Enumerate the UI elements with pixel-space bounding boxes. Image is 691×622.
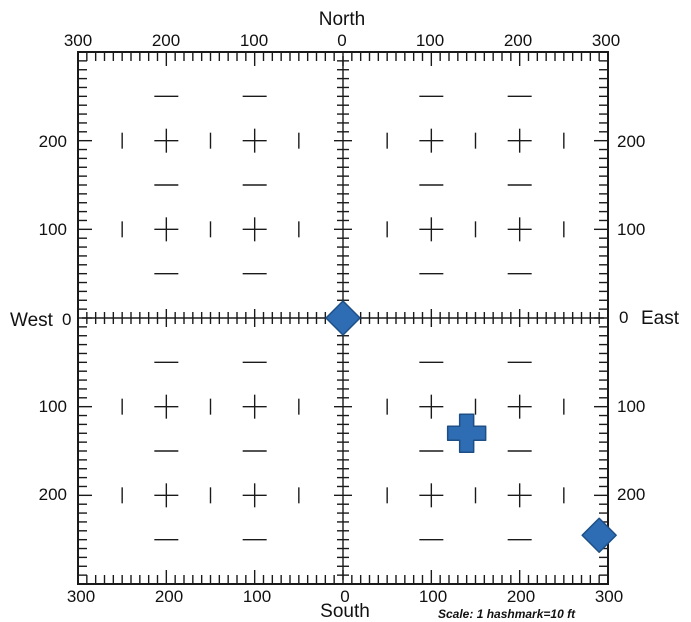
- top-tick-label: 300: [63, 31, 93, 50]
- right-tick-label: 100: [617, 220, 646, 239]
- top-tick-label: 200: [503, 31, 533, 50]
- west-label: West: [10, 310, 53, 331]
- diamond-marker: [325, 300, 361, 336]
- top-tick-label: 100: [239, 31, 269, 50]
- north-label: North: [318, 9, 366, 30]
- top-tick-label: 0: [337, 31, 347, 50]
- left-tick-label: 200: [38, 485, 67, 504]
- right-tick-label: 0: [619, 308, 629, 327]
- right-tick-label: 200: [617, 132, 646, 151]
- top-tick-label: 300: [591, 31, 621, 50]
- right-tick-label: 200: [617, 485, 646, 504]
- bottom-tick-label: 0: [340, 587, 350, 606]
- bottom-tick-label: 100: [242, 587, 272, 606]
- left-tick-label: 200: [38, 132, 67, 151]
- bottom-tick-label: 200: [154, 587, 184, 606]
- east-label: East: [641, 308, 680, 329]
- bottom-tick-label: 200: [506, 587, 536, 606]
- left-tick-label: 100: [38, 220, 67, 239]
- left-tick-label: 100: [38, 397, 67, 416]
- scale-note: Scale: 1 hashmark=10 ft: [438, 607, 576, 621]
- top-tick-label: 200: [151, 31, 181, 50]
- left-tick-label: 0: [62, 310, 72, 329]
- south-label: South: [320, 601, 370, 622]
- diamond-marker: [581, 517, 617, 553]
- top-tick-label: 100: [415, 31, 445, 50]
- bottom-tick-label: 100: [418, 587, 448, 606]
- cross-marker: [446, 413, 487, 454]
- bottom-tick-label: 300: [594, 587, 624, 606]
- bottom-tick-label: 300: [66, 587, 96, 606]
- right-tick-label: 100: [617, 397, 646, 416]
